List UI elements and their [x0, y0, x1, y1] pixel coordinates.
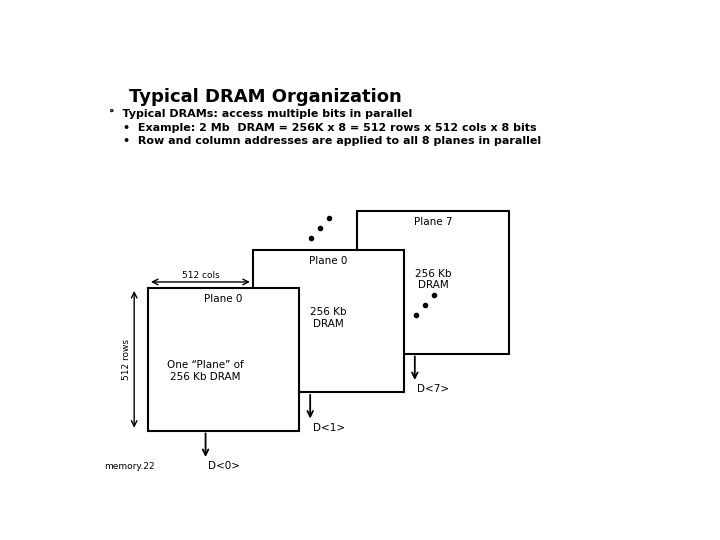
- Text: D<1>: D<1>: [312, 423, 345, 433]
- Text: memory.22: memory.22: [104, 462, 155, 471]
- Text: Plane 0: Plane 0: [204, 294, 243, 304]
- Text: D<0>: D<0>: [208, 461, 240, 471]
- Bar: [357, 211, 508, 354]
- Text: Plane 0: Plane 0: [309, 256, 348, 266]
- Text: 512 cols: 512 cols: [181, 272, 220, 280]
- Text: 256 Kb
DRAM: 256 Kb DRAM: [310, 307, 346, 329]
- Text: Plane 7: Plane 7: [414, 217, 452, 227]
- Bar: [253, 249, 404, 392]
- Text: One “Plane” of
256 Kb DRAM: One “Plane” of 256 Kb DRAM: [167, 360, 244, 382]
- Text: •  Row and column addresses are applied to all 8 planes in parallel: • Row and column addresses are applied t…: [122, 136, 541, 146]
- Bar: [148, 288, 300, 430]
- Text: 512 rows: 512 rows: [122, 339, 131, 380]
- Text: D<7>: D<7>: [417, 384, 449, 394]
- Text: °  Typical DRAMs: access multiple bits in parallel: ° Typical DRAMs: access multiple bits in…: [109, 109, 413, 119]
- Text: 256 Kb
DRAM: 256 Kb DRAM: [415, 269, 451, 291]
- Text: •  Example: 2 Mb  DRAM = 256K x 8 = 512 rows x 512 cols x 8 bits: • Example: 2 Mb DRAM = 256K x 8 = 512 ro…: [122, 123, 536, 132]
- Text: Typical DRAM Organization: Typical DRAM Organization: [129, 88, 402, 106]
